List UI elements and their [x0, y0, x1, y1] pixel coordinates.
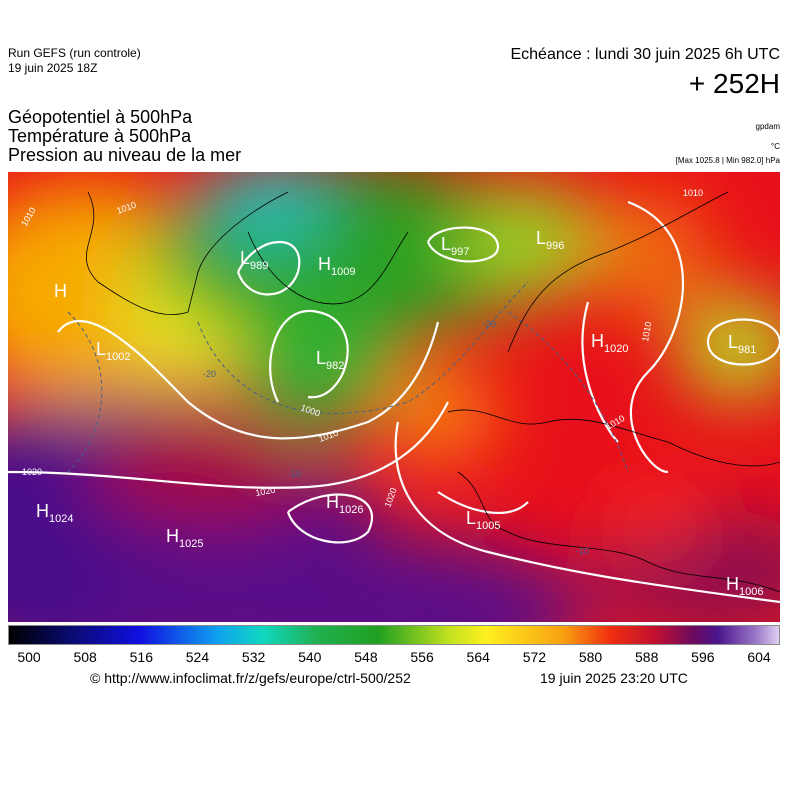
unit-3: [Max 1025.8 | Min 982.0] hPa — [675, 156, 780, 165]
scale-tick-label: 572 — [522, 649, 547, 665]
field-2: Température à 500hPa — [8, 126, 192, 146]
center-type: L — [441, 234, 451, 254]
scale-tick-label: 532 — [241, 649, 266, 665]
center-type: L — [728, 332, 738, 352]
center-type: H — [54, 281, 67, 301]
pressure-center: L997 — [441, 234, 469, 258]
center-type: L — [466, 508, 476, 528]
pressure-center: H — [54, 281, 67, 301]
scale-tick-label: 556 — [410, 649, 434, 665]
pressure-center: H1026 — [326, 492, 363, 516]
pressure-center: H1009 — [318, 254, 355, 278]
isobars — [8, 200, 780, 604]
field-3: Pression au niveau de la mer — [8, 145, 242, 165]
scale-tick-label: 588 — [635, 649, 659, 665]
center-value: 1009 — [331, 266, 355, 278]
center-type: L — [240, 248, 250, 268]
scale-tick-label: 564 — [466, 649, 490, 665]
center-value: 1026 — [339, 504, 363, 516]
center-value: 981 — [738, 344, 756, 356]
unit-1: gpdam — [755, 122, 780, 131]
pressure-center: L982 — [316, 348, 344, 372]
pressure-center: H1006 — [726, 574, 763, 598]
scale-tick-label: 596 — [691, 649, 715, 665]
run-date: 19 juin 2025 18Z — [8, 61, 98, 75]
isotherm-label: -20 — [203, 369, 216, 379]
isobar-label: 1020 — [22, 467, 42, 477]
center-type: H — [726, 574, 739, 594]
pressure-center: H1025 — [166, 526, 203, 550]
isobar-label: 1010 — [640, 321, 653, 342]
scale-tick-label: 508 — [73, 649, 97, 665]
center-value: 1020 — [604, 343, 628, 355]
source: © http://www.infoclimat.fr/z/gefs/europe… — [90, 670, 411, 686]
pressure-center: L1005 — [466, 508, 501, 532]
pressure-center: L1002 — [96, 339, 131, 363]
center-type: L — [316, 348, 326, 368]
run-name: Run GEFS (run controle) — [8, 46, 141, 60]
field-1: Géopotentiel à 500hPa — [8, 107, 193, 127]
center-value: 1002 — [106, 351, 130, 363]
coastlines — [86, 191, 780, 593]
center-value: 996 — [546, 240, 564, 252]
isobar-label: 1020 — [255, 485, 276, 498]
isotherm-label: -10 — [288, 469, 301, 479]
center-type: H — [318, 254, 331, 274]
scale-tick-label: 548 — [354, 649, 378, 665]
scale-tick-label: 500 — [17, 649, 41, 665]
center-type: L — [536, 228, 546, 248]
pressure-center: H1024 — [36, 501, 73, 525]
generated: 19 juin 2025 23:20 UTC — [540, 670, 688, 686]
pressure-center: L996 — [536, 228, 564, 252]
center-value: 982 — [326, 360, 344, 372]
isotherm-label: -10 — [576, 546, 589, 556]
scale-tick-label: 516 — [129, 649, 153, 665]
scale-tick-label: 540 — [298, 649, 322, 665]
isobar-label: 1010 — [683, 188, 703, 198]
center-type: H — [326, 492, 339, 512]
center-type: H — [166, 526, 179, 546]
pressure-center: L981 — [728, 332, 756, 356]
center-type: L — [96, 339, 106, 359]
isotherm-label: -20 — [483, 319, 496, 329]
pressure-center: H1020 — [591, 331, 628, 355]
center-value: 1006 — [739, 586, 763, 598]
center-type: H — [36, 501, 49, 521]
scale-tick-label: 524 — [185, 649, 210, 665]
scale-tick-label: 604 — [747, 649, 771, 665]
center-value: 1005 — [476, 520, 500, 532]
color-scale — [8, 625, 780, 645]
pressure-center: L989 — [240, 248, 268, 272]
center-type: H — [591, 331, 604, 351]
unit-2: °C — [771, 142, 780, 151]
lead-time: + 252H — [688, 68, 780, 99]
isotherms — [67, 281, 629, 473]
center-value: 997 — [451, 246, 469, 258]
center-value: 1025 — [179, 538, 203, 550]
center-value: 989 — [250, 260, 268, 272]
valid-time: Echéance : lundi 30 juin 2025 6h UTC — [510, 46, 780, 63]
scale-tick-label: 580 — [578, 649, 603, 665]
temperature-field — [8, 172, 780, 622]
center-value: 1024 — [49, 513, 73, 525]
